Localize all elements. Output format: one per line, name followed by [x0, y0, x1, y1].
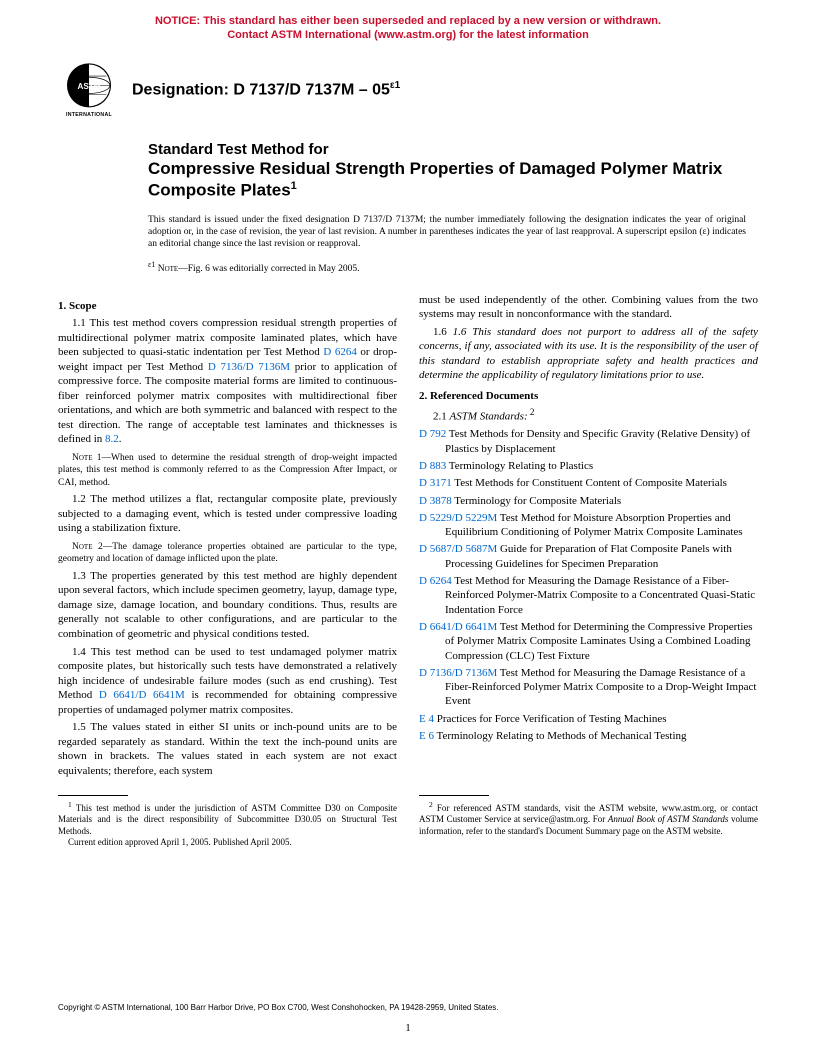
- ref-item: D 792 Test Methods for Density and Speci…: [419, 427, 758, 456]
- ref-item: D 3171 Test Methods for Constituent Cont…: [419, 476, 758, 490]
- title-main: Compressive Residual Strength Properties…: [148, 159, 722, 199]
- note-2: Note 2—The damage tolerance properties o…: [58, 541, 397, 566]
- designation: Designation: D 7137/D 7137M – 05ε1: [132, 80, 400, 99]
- section-2-head: 2. Referenced Documents: [419, 389, 758, 404]
- page-number: 1: [0, 1022, 816, 1034]
- link-8-2[interactable]: 8.2: [105, 433, 119, 445]
- note-1: Note 1—When used to determine the residu…: [58, 452, 397, 490]
- issuance-note: This standard is issued under the fixed …: [0, 201, 816, 251]
- fn1b: Current edition approved April 1, 2005. …: [58, 837, 397, 848]
- designation-sup: ε1: [390, 80, 400, 91]
- editorial-text: —Fig. 6 was editorially corrected in May…: [178, 265, 359, 275]
- editorial-note-label: Note: [158, 265, 178, 275]
- notice-line2: Contact ASTM International (www.astm.org…: [227, 29, 589, 41]
- ref-item: D 883 Terminology Relating to Plastics: [419, 459, 758, 473]
- designation-label: Designation: D 7137/D 7137M – 05: [132, 81, 390, 98]
- ref-link[interactable]: D 792: [419, 428, 446, 440]
- title-line2: Compressive Residual Strength Properties…: [148, 159, 746, 200]
- ref-link[interactable]: D 5229/D 5229M: [419, 512, 497, 524]
- ref-link[interactable]: E 4: [419, 713, 434, 725]
- header-row: ASTM INTERNATIONAL Designation: D 7137/D…: [0, 43, 816, 119]
- ref-link[interactable]: D 3171: [419, 477, 452, 489]
- astm-logo: ASTM INTERNATIONAL: [60, 61, 118, 119]
- ref-link[interactable]: D 883: [419, 460, 446, 472]
- fn1a: 1 This test method is under the jurisdic…: [58, 800, 397, 837]
- ref-item: D 3878 Terminology for Composite Materia…: [419, 494, 758, 508]
- title-block: Standard Test Method for Compressive Res…: [0, 119, 816, 201]
- para-1-5: 1.5 The values stated in either SI units…: [58, 720, 397, 778]
- notice-line1: NOTICE: This standard has either been su…: [155, 15, 661, 27]
- ref-link[interactable]: D 7136/D 7136M: [419, 667, 497, 679]
- editorial-sup: ε1: [148, 260, 155, 269]
- para-1-6: 1.6 1.6 This standard does not purport t…: [419, 325, 758, 383]
- ref-item: E 6 Terminology Relating to Methods of M…: [419, 729, 758, 743]
- title-sup: 1: [291, 180, 297, 192]
- svg-text:ASTM: ASTM: [78, 81, 101, 90]
- para-1-5-cont: must be used independently of the other.…: [419, 293, 758, 322]
- para-2-1: 2.1 ASTM Standards: 2: [419, 406, 758, 424]
- ref-link[interactable]: D 6264: [419, 575, 452, 587]
- link-d6264[interactable]: D 6264: [323, 346, 357, 358]
- footnote-left: 1 This test method is under the jurisdic…: [58, 791, 397, 848]
- ref-item: D 5687/D 5687M Guide for Preparation of …: [419, 542, 758, 571]
- ref-item: D 7136/D 7136M Test Method for Measuring…: [419, 666, 758, 709]
- ref-link[interactable]: D 6641/D 6641M: [419, 621, 497, 633]
- footnotes: 1 This test method is under the jurisdic…: [0, 791, 816, 848]
- editorial-note: ε1 Note—Fig. 6 was editorially corrected…: [0, 250, 816, 274]
- para-1-4: 1.4 This test method can be used to test…: [58, 645, 397, 718]
- link-d7136[interactable]: D 7136/D 7136M: [208, 361, 290, 373]
- reference-list: D 792 Test Methods for Density and Speci…: [419, 427, 758, 743]
- body-columns: 1. Scope 1.1 This test method covers com…: [0, 275, 816, 782]
- link-d6641[interactable]: D 6641/D 6641M: [99, 689, 185, 701]
- ref-link[interactable]: E 6: [419, 730, 434, 742]
- para-1-1: 1.1 This test method covers compression …: [58, 316, 397, 447]
- section-1-head: 1. Scope: [58, 299, 397, 314]
- copyright: Copyright © ASTM International, 100 Barr…: [58, 1003, 499, 1012]
- fn2: 2 For referenced ASTM standards, visit t…: [419, 800, 758, 837]
- title-line1: Standard Test Method for: [148, 141, 746, 160]
- ref-item: D 5229/D 5229M Test Method for Moisture …: [419, 511, 758, 540]
- ref-item: D 6264 Test Method for Measuring the Dam…: [419, 574, 758, 617]
- ref-item: E 4 Practices for Force Verification of …: [419, 712, 758, 726]
- left-column: 1. Scope 1.1 This test method covers com…: [58, 293, 397, 782]
- svg-text:INTERNATIONAL: INTERNATIONAL: [66, 112, 113, 118]
- para-1-2: 1.2 The method utilizes a flat, rectangu…: [58, 492, 397, 536]
- ref-item: D 6641/D 6641M Test Method for Determini…: [419, 620, 758, 663]
- footnote-right: 2 For referenced ASTM standards, visit t…: [419, 791, 758, 848]
- ref-link[interactable]: D 3878: [419, 495, 452, 507]
- ref-link[interactable]: D 5687/D 5687M: [419, 543, 497, 555]
- supersession-notice: NOTICE: This standard has either been su…: [0, 0, 816, 43]
- right-column: must be used independently of the other.…: [419, 293, 758, 782]
- para-1-3: 1.3 The properties generated by this tes…: [58, 569, 397, 642]
